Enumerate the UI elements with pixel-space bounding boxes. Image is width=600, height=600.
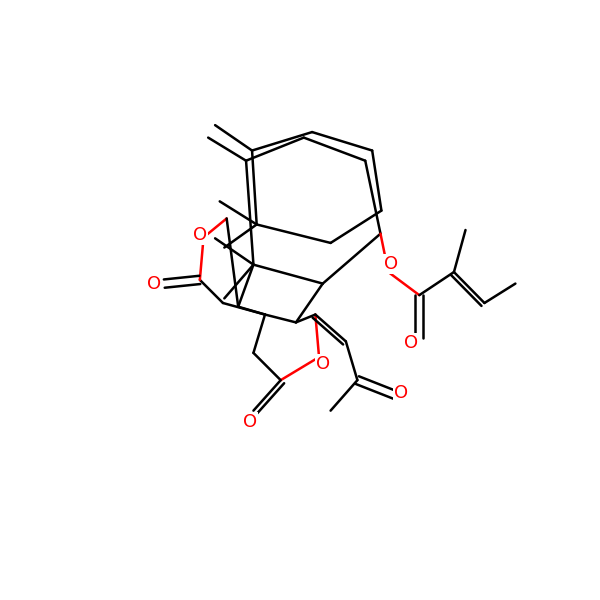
Text: O: O: [383, 255, 398, 273]
Text: O: O: [404, 334, 419, 352]
Text: O: O: [147, 275, 161, 293]
Text: O: O: [242, 413, 257, 431]
Text: O: O: [394, 384, 408, 402]
Text: O: O: [316, 355, 330, 373]
Text: O: O: [193, 226, 207, 244]
